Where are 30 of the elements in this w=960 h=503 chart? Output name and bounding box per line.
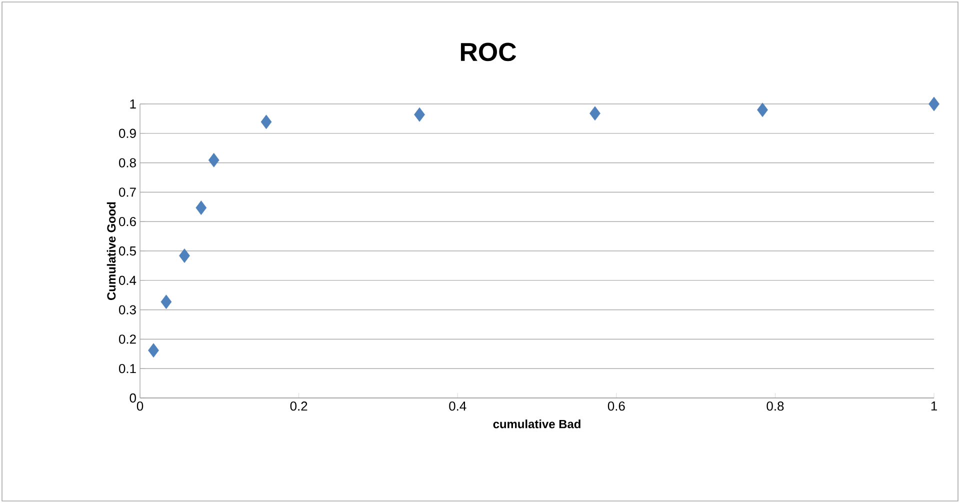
x-tick-label: 0.8 <box>766 402 784 411</box>
y-tick-label: 0.9 <box>118 128 136 138</box>
point <box>757 102 768 118</box>
y-tick-label: 0.1 <box>118 364 136 374</box>
point <box>208 152 220 168</box>
y-tick-label: 0.5 <box>118 246 136 256</box>
y-tick-label: 0.2 <box>118 334 136 344</box>
y-tick-label: 0.3 <box>118 305 136 314</box>
point <box>179 248 190 263</box>
point <box>590 106 600 121</box>
y-tick-label: 0 <box>130 393 136 403</box>
y-tick-label: 0.8 <box>118 158 136 168</box>
x-tick-label: 0.4 <box>449 402 466 411</box>
x-axis-title: cumulative Bad <box>493 420 580 428</box>
y-axis-title: Cumulative Good <box>106 202 116 300</box>
y-tick-label: 0.6 <box>118 216 136 226</box>
x-tick-label: 0.6 <box>608 402 625 411</box>
y-tick-label: 1 <box>130 100 136 108</box>
x-tick-label: 0.2 <box>290 402 308 411</box>
point <box>148 343 159 358</box>
point <box>928 96 940 112</box>
x-tick-label: 1 <box>931 402 937 410</box>
y-tick-label: 0.7 <box>118 188 136 197</box>
y-tick-label: 0.4 <box>118 276 136 285</box>
point <box>414 107 425 122</box>
point <box>260 114 272 130</box>
x-tick-label: 0 <box>136 402 144 411</box>
point <box>160 294 172 310</box>
point <box>196 200 207 215</box>
chart-title: ROC <box>460 42 516 62</box>
